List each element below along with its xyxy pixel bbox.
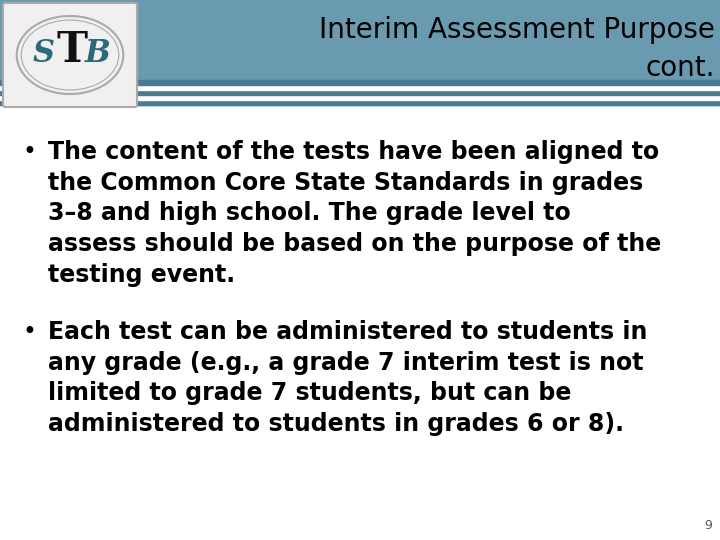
Text: The content of the tests have been aligned to
the Common Core State Standards in: The content of the tests have been align… [48,140,661,287]
Text: cont.: cont. [646,54,715,82]
Bar [0,0,720,105]
Bar [0,90,720,95]
Text: Interim Assessment Purpose: Interim Assessment Purpose [319,16,715,44]
Text: •: • [22,140,36,164]
Text: Each test can be administered to students in
any grade (e.g., a grade 7 interim : Each test can be administered to student… [48,320,647,436]
Text: T: T [56,29,88,71]
Bar [0,95,720,100]
Text: B: B [85,37,111,69]
Text: 9: 9 [704,519,712,532]
Bar [0,85,720,90]
Text: •: • [22,320,36,344]
Text: S: S [33,37,55,69]
Bar [0,80,720,85]
FancyBboxPatch shape [3,3,137,107]
Bar [0,100,720,105]
